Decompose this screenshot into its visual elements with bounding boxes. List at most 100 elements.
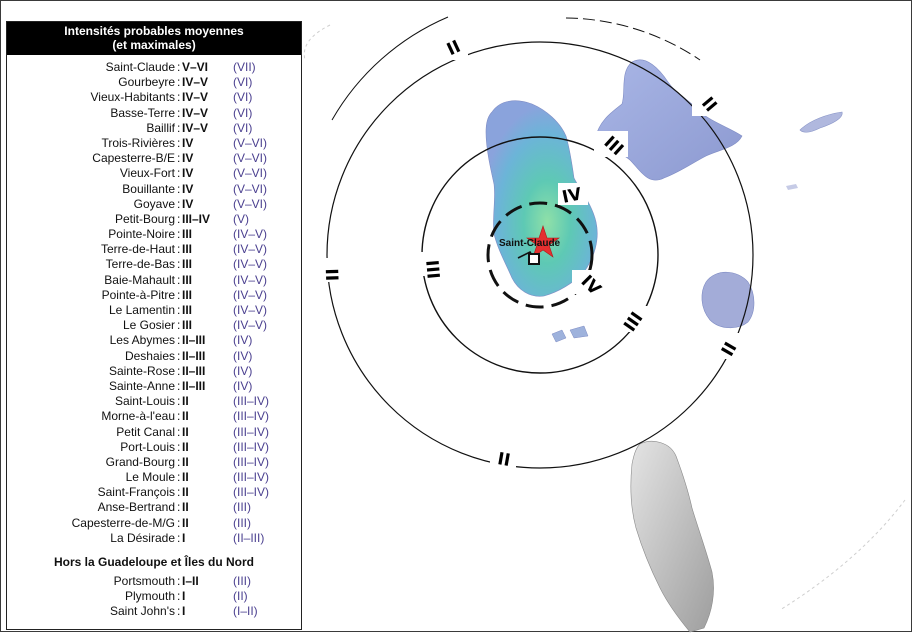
separator: : xyxy=(177,105,181,120)
locality-name: Bouillante xyxy=(122,181,175,196)
intensity-value: IV xyxy=(182,135,194,150)
locality-name: Saint John's xyxy=(110,604,175,619)
separator: : xyxy=(177,227,181,242)
separator: : xyxy=(177,574,181,588)
dominica-island xyxy=(630,441,714,633)
max-intensity: (VI) xyxy=(233,90,253,105)
legend-row: Morne-à-l'eau: II (III–IV) xyxy=(7,409,301,424)
separator: : xyxy=(177,348,181,363)
separator: : xyxy=(177,303,181,317)
max-intensity: (IV–V) xyxy=(233,242,268,257)
legend-title: Intensités probables moyennes xyxy=(64,24,244,38)
max-intensity: (III–IV) xyxy=(233,485,270,500)
legend-header: Intensités probables moyennes (et maxima… xyxy=(7,22,301,55)
legend-subtitle: (et maximales) xyxy=(112,38,196,52)
locality-name: Les Abymes xyxy=(109,333,175,348)
intensity-value: III xyxy=(182,272,193,287)
legend-row: Petit-Bourg: III–IV (V) xyxy=(7,212,301,227)
locality-name: Saint-Claude xyxy=(105,60,175,74)
separator: : xyxy=(177,151,181,166)
locality-name: Capesterre-B/E xyxy=(92,151,175,166)
max-intensity: (II–III) xyxy=(233,530,265,545)
intensity-value: II xyxy=(182,485,189,500)
legend-row: La Désirade: I (II–III) xyxy=(7,531,301,546)
intensity-value: V–VI xyxy=(182,60,209,74)
label-bg xyxy=(622,306,654,332)
legend-row: Saint-Claude: V–VI (VII) xyxy=(7,60,301,75)
max-intensity: (VI) xyxy=(233,120,253,135)
legend-row: Trois-Rivières: IV (V–VI) xyxy=(7,136,301,151)
intensity-value: II xyxy=(182,394,189,409)
locality-name: Sainte-Anne xyxy=(108,378,175,393)
intensity-value: II xyxy=(182,500,189,515)
max-intensity: (V–VI) xyxy=(233,196,268,211)
separator: : xyxy=(177,318,181,333)
separator: : xyxy=(177,287,181,302)
intensity-legend: Intensités probables moyennes (et maxima… xyxy=(6,21,302,630)
max-intensity: (III–IV) xyxy=(233,409,270,424)
max-intensity: (IV) xyxy=(233,363,253,378)
intensity-value: II–III xyxy=(182,378,206,393)
legend-row: Le Lamentin: III (IV–V) xyxy=(7,303,301,318)
outer-arc-left xyxy=(303,24,331,61)
locality-name: La Désirade xyxy=(110,530,175,545)
max-intensity: (IV–V) xyxy=(233,227,268,242)
ring-label-iv-top: IV xyxy=(560,184,584,208)
locality-name: Terre-de-Haut xyxy=(100,242,175,257)
les-saintes-islands xyxy=(551,325,589,343)
max-intensity: (I–II) xyxy=(233,604,258,619)
intensity-value: III xyxy=(182,303,193,317)
intensity-value: II xyxy=(182,470,189,485)
max-intensity: (IV–V) xyxy=(233,287,268,302)
max-intensity: (IV) xyxy=(233,333,253,348)
intensity-value: IV–V xyxy=(182,105,209,120)
label-bg xyxy=(444,34,468,60)
legend-row: Gourbeyre: IV–V (VI) xyxy=(7,75,301,90)
legend-row: Sainte-Rose: II–III (IV) xyxy=(7,364,301,379)
legend-row: Terre-de-Bas: III (IV–V) xyxy=(7,257,301,272)
intensity-value: II xyxy=(182,424,189,439)
ring-label-ii-bottom: II xyxy=(496,449,512,471)
legend-row: Bouillante: IV (V–VI) xyxy=(7,182,301,197)
separator: : xyxy=(177,257,181,272)
max-intensity: (III–IV) xyxy=(233,454,270,469)
max-intensity: (V–VI) xyxy=(233,181,268,196)
max-intensity: (VII) xyxy=(233,60,256,74)
separator: : xyxy=(177,439,181,454)
locality-name: Saint-Louis xyxy=(114,394,175,409)
legend-row: Grand-Bourg: II (III–IV) xyxy=(7,455,301,470)
separator: : xyxy=(177,90,181,105)
legend-row: Basse-Terre: IV–V (VI) xyxy=(7,106,301,121)
label-bg xyxy=(722,333,746,359)
intensity-value: III xyxy=(182,287,193,302)
max-intensity: (III–IV) xyxy=(233,424,270,439)
max-intensity: (V–VI) xyxy=(233,166,268,181)
intensity-value: I–II xyxy=(182,574,199,588)
intensity-value: IV–V xyxy=(182,75,209,90)
outer-arc-right xyxy=(779,499,906,611)
legend-row: Goyave: IV (V–VI) xyxy=(7,197,301,212)
legend-row: Saint-Louis: II (III–IV) xyxy=(7,394,301,409)
grande-terre-island xyxy=(595,59,743,181)
separator: : xyxy=(177,530,181,545)
locality-name: Le Moule xyxy=(125,470,175,485)
intensity-value: IV–V xyxy=(182,90,209,105)
legend-row: Portsmouth: I–II (III) xyxy=(7,574,301,589)
legend-row: Terre-de-Haut: III (IV–V) xyxy=(7,242,301,257)
legend-row: Anse-Bertrand: II (III) xyxy=(7,500,301,515)
legend-rows-outside: Portsmouth: I–II (III) Plymouth: I (II) Saint … xyxy=(7,574,301,620)
ring-outer-arc xyxy=(331,16,449,121)
locality-name: Capesterre-de-M/G xyxy=(71,515,175,530)
epicenter-label: Saint-Claude xyxy=(499,238,561,249)
separator: : xyxy=(177,166,181,181)
intensity-value: IV xyxy=(182,166,194,181)
label-bg xyxy=(558,183,588,205)
label-bg xyxy=(572,270,602,294)
max-intensity: (III–IV) xyxy=(233,439,270,454)
label-bg xyxy=(692,88,716,116)
intensity-value: II–III xyxy=(182,348,206,363)
separator: : xyxy=(177,135,181,150)
ring-iv xyxy=(486,201,594,309)
max-intensity: (IV–V) xyxy=(233,257,268,272)
intensity-value: IV–V xyxy=(182,120,209,135)
